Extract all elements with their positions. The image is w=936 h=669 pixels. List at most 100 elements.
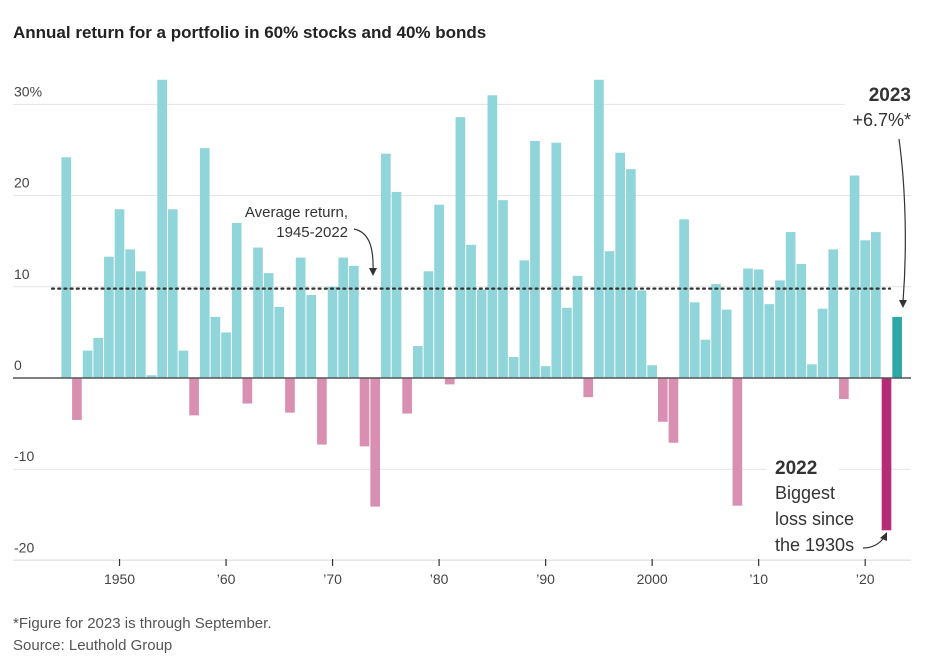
bar-1989 [530, 140, 540, 378]
annotation-2023-arrowhead-icon [899, 300, 907, 308]
bar-1977 [402, 378, 412, 414]
bar-1970 [327, 286, 338, 378]
bar-1997 [615, 152, 626, 378]
bar-2019 [849, 175, 860, 378]
bar-2021 [871, 232, 881, 378]
bar-1979 [423, 271, 434, 378]
bar-1971 [338, 257, 349, 378]
bar-1982 [455, 117, 466, 378]
footnote: *Figure for 2023 is through September. [13, 615, 272, 632]
bar-1990 [540, 366, 551, 378]
bar-1948 [93, 337, 104, 378]
bar-1984 [476, 289, 487, 378]
average-label-line1: Average return, [245, 204, 348, 221]
x-tick-label: ’60 [217, 571, 236, 587]
bar-1973 [359, 378, 370, 447]
bar-2000 [647, 365, 657, 378]
bar-2009 [743, 268, 753, 378]
bar-2018 [839, 378, 849, 399]
bar-1952 [136, 271, 146, 378]
bar-1955 [167, 209, 178, 378]
y-tick-label: -20 [14, 539, 34, 555]
bar-1958 [199, 148, 210, 378]
x-tick-label: ’90 [536, 571, 555, 587]
annotation-2022-line1: Biggest [775, 483, 835, 503]
y-tick-label: 30% [14, 83, 42, 99]
bar-1986 [498, 200, 508, 378]
bar-2020 [860, 240, 871, 378]
chart-title: Annual return for a portfolio in 60% sto… [13, 23, 486, 42]
bar-1976 [391, 191, 402, 378]
bar-1995 [594, 79, 604, 378]
bar-2012 [775, 280, 785, 378]
bar-1999 [636, 290, 647, 378]
bar-1996 [604, 251, 615, 378]
bar-1980 [434, 204, 444, 378]
bar-1957 [189, 378, 199, 416]
average-annotation: Average return, 1945-2022 [245, 204, 377, 276]
bar-1956 [178, 350, 189, 378]
y-tick-label: -10 [14, 448, 34, 464]
x-axis: 1950 ’60 ’70 ’80 ’90 2000 ’10 ’20 [13, 559, 911, 587]
x-tick-label: ’80 [430, 571, 449, 587]
bar-1946 [72, 378, 82, 420]
bar-1994 [583, 378, 594, 398]
annotation-2022-arrow-icon [862, 536, 885, 549]
annotation-2023-value: +6.7%* [852, 110, 911, 130]
bar-1974 [370, 378, 381, 507]
x-tick-label: 1950 [104, 571, 135, 587]
average-label-line2: 1945-2022 [276, 224, 348, 241]
bar-2022 [881, 378, 892, 531]
bar-1966 [285, 378, 295, 413]
annotation-2022: 2022 Biggest loss since the 1930s [767, 453, 887, 557]
bar-2011 [764, 304, 775, 378]
bars [13, 79, 911, 531]
bar-1962 [242, 378, 253, 404]
annotation-2023-arrow-icon [898, 138, 906, 303]
bar-2016 [817, 308, 828, 378]
bar-1968 [306, 295, 317, 378]
y-tick-label: 10 [14, 266, 30, 282]
bar-1964 [263, 273, 274, 378]
bar-1965 [274, 306, 285, 378]
bar-2017 [828, 249, 839, 378]
bar-1972 [349, 265, 359, 378]
bar-1945 [61, 157, 72, 378]
x-tick-label: ’20 [856, 571, 875, 587]
bar-1950 [114, 209, 125, 378]
source: Source: Leuthold Group [13, 637, 172, 654]
y-tick-label: 0 [14, 357, 22, 373]
bar-1949 [104, 256, 114, 378]
bar-1954 [157, 79, 167, 378]
bar-1963 [253, 247, 263, 378]
y-tick-label: 20 [14, 175, 30, 191]
bar-1991 [551, 142, 562, 378]
x-tick-label: ’70 [323, 571, 342, 587]
bar-1978 [412, 346, 423, 378]
bar-1961 [231, 222, 242, 378]
bar-2007 [721, 309, 732, 378]
bar-1959 [210, 316, 221, 378]
bar-2002 [668, 378, 679, 443]
bar-1981 [444, 378, 455, 385]
bar-2001 [657, 378, 668, 422]
bar-1960 [221, 332, 231, 378]
average-arrow-icon [353, 228, 374, 273]
bar-1975 [381, 153, 391, 378]
bar-2023 [892, 316, 902, 378]
annotation-2023-year: 2023 [869, 85, 911, 106]
bar-1992 [562, 307, 572, 378]
bar-2006 [711, 284, 721, 378]
x-tick-label: ’10 [749, 571, 768, 587]
annotation-2022-year: 2022 [775, 458, 817, 479]
bar-1967 [295, 257, 306, 378]
bar-1969 [317, 378, 327, 445]
bar-1998 [626, 169, 636, 378]
bar-2008 [732, 378, 743, 506]
bar-2014 [796, 264, 807, 378]
bar-2013 [785, 232, 796, 378]
average-arrowhead-icon [369, 268, 377, 276]
annotation-2023: 2023 +6.7%* [845, 82, 915, 308]
annotation-2022-line3: the 1930s [775, 535, 854, 555]
